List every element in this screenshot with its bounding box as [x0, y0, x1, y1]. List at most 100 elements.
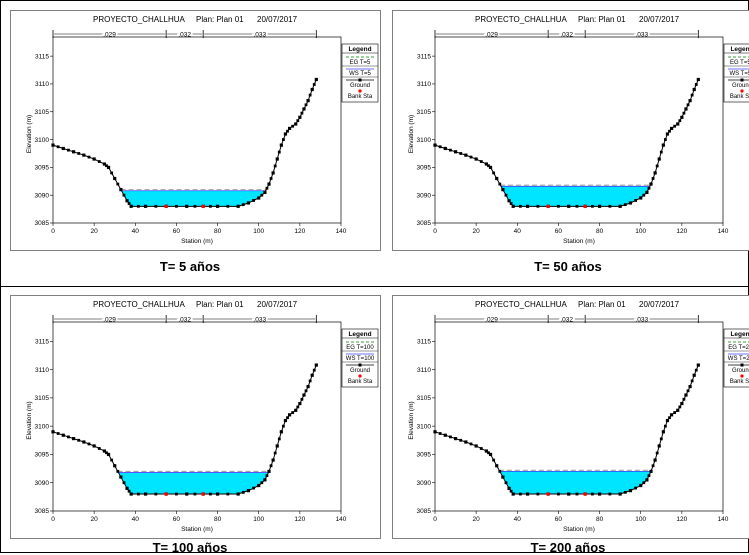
y-tick-label: 3105: [35, 109, 50, 116]
x-axis-label: Station (m): [181, 526, 213, 533]
ground-line: [52, 79, 317, 207]
ground-point: [308, 93, 312, 97]
ground-point: [302, 393, 306, 397]
ground-point: [175, 492, 178, 496]
ground-point: [659, 150, 663, 154]
ground-point: [143, 204, 148, 208]
ground-point: [67, 148, 70, 152]
legend-title: Legend: [348, 331, 371, 338]
water-area: [501, 186, 650, 207]
ground-point: [498, 182, 502, 186]
ground-point: [116, 470, 120, 473]
ground-point: [215, 492, 220, 496]
ground-point: [511, 492, 515, 496]
chart-title: PROYECTO_CHALLHUA: [93, 300, 186, 309]
legend-title: Legend: [730, 331, 749, 338]
x-tick-label: 20: [473, 516, 481, 523]
y-axis-label: Elevation (m): [408, 401, 415, 439]
y-axis-label: Elevation (m): [26, 401, 33, 439]
legend-eg-label: EG T=200: [728, 345, 749, 351]
ground-point: [275, 157, 279, 161]
manning-n-value: .029: [485, 317, 498, 324]
ground-point: [226, 492, 230, 496]
x-tick-label: 40: [132, 516, 140, 523]
ground-point: [113, 176, 117, 181]
y-tick-label: 3105: [417, 109, 432, 116]
ground-point: [287, 413, 292, 417]
ground-point: [623, 490, 627, 494]
ground-point: [312, 368, 316, 372]
ground-point: [129, 204, 133, 208]
ground-point: [657, 157, 661, 161]
ground-point: [686, 103, 690, 107]
legend-bank-marker: [740, 374, 744, 378]
y-tick-label: 3095: [35, 165, 50, 172]
ground-point: [308, 379, 312, 383]
ground-point: [312, 83, 316, 86]
ground-point: [694, 83, 698, 86]
ground-point: [504, 481, 508, 485]
ground-point: [688, 384, 692, 389]
bank-station-point: [583, 204, 587, 209]
ground-point: [127, 489, 131, 493]
ground-point: [298, 115, 302, 119]
caption-t50: T= 50 años: [534, 259, 602, 274]
ground-point: [464, 440, 468, 444]
x-tick-label: 100: [635, 516, 646, 523]
ground-point: [618, 204, 622, 208]
ground-point: [283, 132, 288, 136]
legend-ws-label: WS T=100: [346, 356, 375, 362]
ground-point: [479, 160, 483, 163]
ground-point: [277, 150, 281, 154]
ground-point: [682, 397, 686, 401]
x-tick-label: 20: [91, 516, 99, 523]
bank-station-point: [546, 204, 550, 209]
legend-ground-label: Ground: [732, 83, 749, 89]
ground-point: [277, 437, 281, 441]
ground-point: [659, 437, 663, 441]
ground-point: [246, 489, 251, 493]
ground-point: [106, 165, 111, 169]
x-axis-label: Station (m): [181, 238, 213, 245]
ground-point: [509, 202, 513, 205]
x-tick-label: 40: [514, 516, 522, 523]
ground-point: [449, 148, 452, 152]
x-tick-label: 60: [555, 516, 563, 523]
ground-point: [557, 492, 560, 496]
legend-box: [723, 43, 749, 103]
y-tick-label: 3100: [35, 423, 50, 430]
ground-point: [273, 164, 277, 168]
plan-label: Plan: Plan 01: [196, 15, 244, 24]
ground-point: [668, 416, 671, 420]
ground-point: [673, 124, 677, 128]
y-tick-label: 3085: [417, 220, 432, 227]
legend-ws-label: WS T=50: [729, 71, 749, 77]
ground-point: [507, 199, 511, 203]
ground-point: [208, 204, 212, 208]
ground-point: [143, 492, 148, 496]
ground-point: [509, 489, 513, 493]
ground-point: [119, 475, 123, 479]
x-tick-label: 60: [173, 516, 181, 523]
ground-point: [92, 157, 96, 161]
ground-point: [106, 452, 111, 457]
ground-point: [664, 138, 667, 141]
ground-point: [116, 182, 120, 186]
x-tick-label: 60: [555, 228, 563, 235]
legend-ws-label: WS T=5: [349, 71, 371, 77]
ground-point: [642, 193, 646, 197]
ground-point: [129, 492, 133, 496]
ground-point: [77, 152, 81, 155]
ground-point: [518, 204, 522, 208]
ground-point: [273, 451, 277, 455]
legend-bank-label: Bank Sta: [348, 94, 373, 100]
plot-frame: [434, 321, 724, 512]
y-tick-label: 3095: [417, 452, 432, 459]
ground-point: [300, 397, 304, 401]
y-tick-label: 3090: [417, 192, 432, 199]
ground-point: [77, 438, 81, 442]
x-tick-label: 120: [676, 228, 687, 235]
y-tick-label: 3105: [417, 395, 432, 402]
ground-point: [642, 481, 646, 485]
ground-point: [241, 490, 245, 494]
